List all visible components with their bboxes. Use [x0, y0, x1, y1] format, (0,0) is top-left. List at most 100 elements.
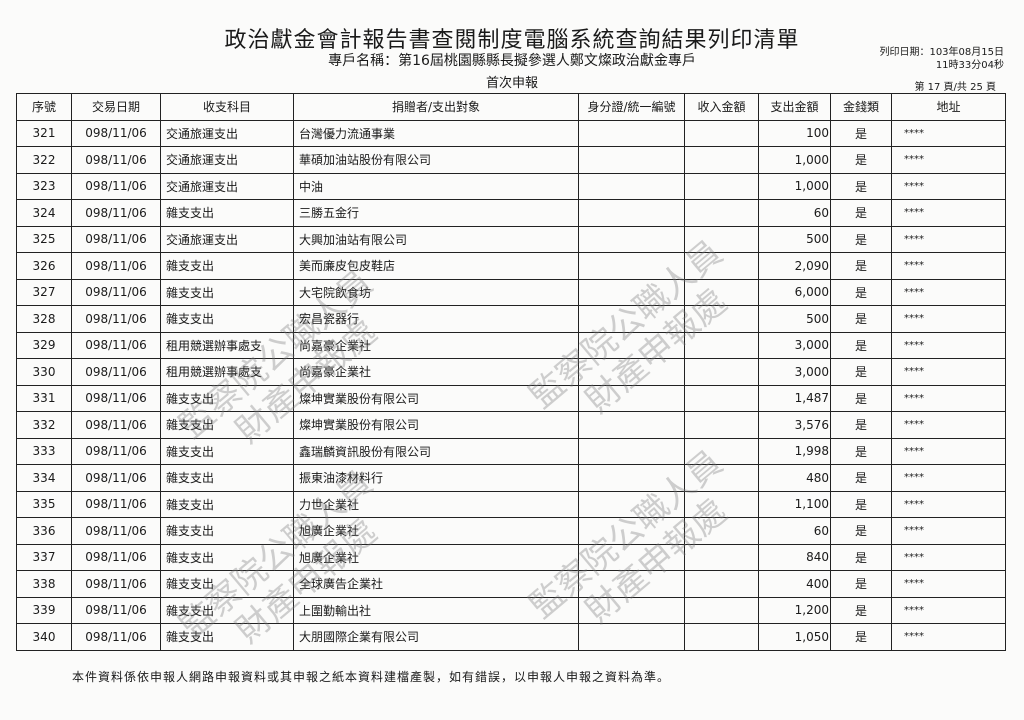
cell-party: 大朋國際企業有限公司: [293, 623, 579, 651]
cell-category: 交通旅運支出: [160, 225, 294, 253]
cell-id: [578, 437, 685, 465]
cell-date: 098/11/06: [71, 596, 161, 624]
cell-cash: 是: [830, 172, 892, 200]
cell-cash: 是: [830, 305, 892, 333]
cell-address: ****: [891, 623, 1006, 651]
cell-category: 雜支支出: [160, 199, 294, 227]
cell-income: [684, 252, 759, 280]
table-row: 326 098/11/06 雜支支出 美而廉皮包皮鞋店 2,090 是 ****: [16, 252, 1006, 280]
cell-date: 098/11/06: [71, 278, 161, 306]
table-row: 334 098/11/06 雜支支出 振東油漆材料行 480 是 ****: [16, 464, 1006, 492]
cell-address: ****: [891, 384, 1006, 412]
cell-category: 雜支支出: [160, 570, 294, 598]
cell-id: [578, 411, 685, 439]
cell-party: 燦坤實業股份有限公司: [293, 384, 579, 412]
cell-cash: 是: [830, 596, 892, 624]
cell-no: 328: [16, 305, 72, 333]
cell-no: 321: [16, 119, 72, 147]
cell-party: 力世企業社: [293, 490, 579, 518]
cell-income: [684, 199, 759, 227]
cell-date: 098/11/06: [71, 490, 161, 518]
column-header: 地址: [891, 93, 1006, 121]
cell-id: [578, 172, 685, 200]
cell-date: 098/11/06: [71, 437, 161, 465]
cell-no: 330: [16, 358, 72, 386]
cell-no: 322: [16, 146, 72, 174]
cell-category: 雜支支出: [160, 623, 294, 651]
cell-date: 098/11/06: [71, 517, 161, 545]
cell-address: ****: [891, 437, 1006, 465]
cell-expense: 1,998: [758, 437, 831, 465]
cell-party: 華碩加油站股份有限公司: [293, 146, 579, 174]
cell-date: 098/11/06: [71, 331, 161, 359]
column-header: 支出金額: [758, 93, 831, 121]
cell-address: ****: [891, 252, 1006, 280]
cell-party: 鑫瑞麟資訊股份有限公司: [293, 437, 579, 465]
cell-no: 336: [16, 517, 72, 545]
cell-address: ****: [891, 543, 1006, 571]
cell-date: 098/11/06: [71, 305, 161, 333]
cell-address: ****: [891, 146, 1006, 174]
cell-category: 租用競選辦事處支: [160, 358, 294, 386]
cell-expense: 1,100: [758, 490, 831, 518]
cell-category: 雜支支出: [160, 490, 294, 518]
cell-id: [578, 331, 685, 359]
table-row: 322 098/11/06 交通旅運支出 華碩加油站股份有限公司 1,000 是 ****: [16, 146, 1006, 174]
cell-no: 329: [16, 331, 72, 359]
cell-expense: 1,000: [758, 146, 831, 174]
cell-expense: 6,000: [758, 278, 831, 306]
print-time: 11時33分04秒: [935, 60, 1004, 71]
table-row: 327 098/11/06 雜支支出 大宅院飲食坊 6,000 是 ****: [16, 278, 1006, 306]
cell-expense: 500: [758, 305, 831, 333]
column-header: 交易日期: [71, 93, 161, 121]
cell-id: [578, 252, 685, 280]
cell-cash: 是: [830, 437, 892, 465]
cell-id: [578, 146, 685, 174]
cell-id: [578, 225, 685, 253]
column-header: 金錢類: [830, 93, 892, 121]
cell-date: 098/11/06: [71, 543, 161, 571]
cell-cash: 是: [830, 119, 892, 147]
cell-party: 三勝五金行: [293, 199, 579, 227]
cell-expense: 480: [758, 464, 831, 492]
cell-income: [684, 570, 759, 598]
table-row: 323 098/11/06 交通旅運支出 中油 1,000 是 ****: [16, 172, 1006, 200]
cell-id: [578, 464, 685, 492]
cell-income: [684, 278, 759, 306]
cell-no: 327: [16, 278, 72, 306]
cell-category: 雜支支出: [160, 437, 294, 465]
cell-cash: 是: [830, 146, 892, 174]
cell-income: [684, 331, 759, 359]
cell-address: ****: [891, 331, 1006, 359]
cell-cash: 是: [830, 331, 892, 359]
cell-address: ****: [891, 305, 1006, 333]
cell-expense: 100: [758, 119, 831, 147]
table-row: 332 098/11/06 雜支支出 燦坤實業股份有限公司 3,576 是 ****: [16, 411, 1006, 439]
cell-cash: 是: [830, 517, 892, 545]
cell-address: ****: [891, 570, 1006, 598]
cell-income: [684, 411, 759, 439]
cell-category: 雜支支出: [160, 596, 294, 624]
cell-cash: 是: [830, 623, 892, 651]
cell-income: [684, 119, 759, 147]
cell-category: 雜支支出: [160, 411, 294, 439]
cell-expense: 3,576: [758, 411, 831, 439]
cell-income: [684, 517, 759, 545]
cell-income: [684, 305, 759, 333]
cell-address: ****: [891, 225, 1006, 253]
cell-income: [684, 225, 759, 253]
cell-cash: 是: [830, 358, 892, 386]
cell-party: 中油: [293, 172, 579, 200]
cell-expense: 1,200: [758, 596, 831, 624]
cell-id: [578, 358, 685, 386]
cell-category: 交通旅運支出: [160, 119, 294, 147]
cell-date: 098/11/06: [71, 119, 161, 147]
table-row: 331 098/11/06 雜支支出 燦坤實業股份有限公司 1,487 是 ****: [16, 384, 1006, 412]
cell-category: 交通旅運支出: [160, 146, 294, 174]
cell-income: [684, 146, 759, 174]
cell-id: [578, 119, 685, 147]
cell-party: 宏昌瓷器行: [293, 305, 579, 333]
column-header: 序號: [16, 93, 72, 121]
cell-party: 尚嘉豪企業社: [293, 331, 579, 359]
cell-party: 振東油漆材料行: [293, 464, 579, 492]
